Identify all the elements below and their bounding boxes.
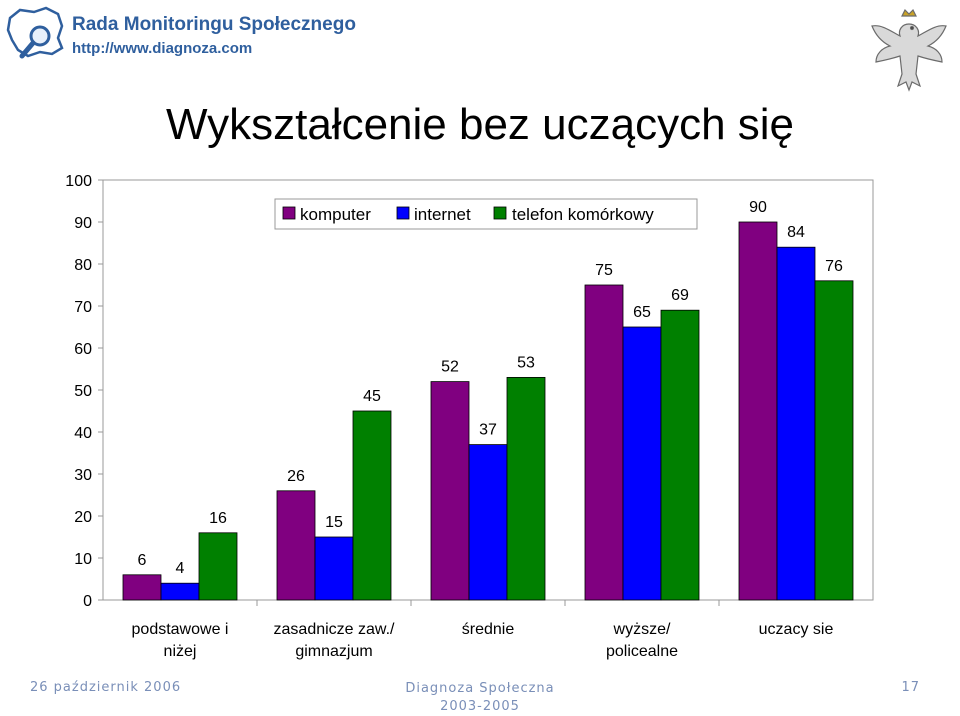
data-label: 16 [209,510,227,527]
bar-komputer-1 [276,490,316,601]
y-tick-label: 90 [74,215,92,232]
y-tick-label: 20 [74,509,92,526]
logo: Rada Monitoringu Społecznego http://www.… [4,4,356,66]
legend [274,198,698,230]
footer-center-line1: Diagnoza Społeczna [405,681,555,696]
poland-map-magnifier-icon [6,6,64,59]
bar-internet-0 [160,582,200,601]
y-tick-label: 40 [74,425,92,442]
data-label: 26 [287,468,305,485]
data-label: 53 [517,354,535,371]
bar-komputer-4 [738,221,778,601]
data-label: 4 [176,560,185,577]
x-category-label: średnie [462,621,515,638]
footer-center: Diagnoza Społeczna 2003-2005 [0,680,960,716]
data-label: 45 [363,388,381,405]
data-label: 37 [479,422,497,439]
bar-telefon-komórkowy-0 [198,532,238,601]
legend-swatch [493,206,507,220]
data-label: 75 [595,262,613,279]
y-tick-label: 10 [74,551,92,568]
legend-label: internet [414,205,471,224]
x-category-label: wyższe/ [613,621,671,638]
footer-center-line2: 2003-2005 [440,699,520,714]
footer-date: 26 październik 2006 [30,680,182,695]
data-label: 65 [633,304,651,321]
data-label: 15 [325,514,343,531]
bar-komputer-0 [122,574,162,601]
y-tick-label: 30 [74,467,92,484]
y-tick-label: 100 [65,173,92,190]
data-label: 76 [825,258,843,275]
bar-komputer-3 [584,284,624,601]
y-tick-label: 0 [83,593,92,610]
eagle-emblem-icon [862,2,956,96]
logo-title: Rada Monitoringu Społecznego [72,14,356,35]
x-category-label: zasadnicze zaw./ [274,621,396,638]
data-label: 52 [441,359,459,376]
legend-label: komputer [300,205,371,224]
bar-chart: 0 10 20 30 40 50 60 70 80 90 100 6 4 16 podstawowe i ni… [65,173,874,660]
page-title: Wykształcenie bez uczących się [165,100,795,149]
y-tick-label: 70 [74,299,92,316]
bar-internet-3 [622,326,662,601]
data-label: 84 [787,224,805,241]
x-category-label: niżej [164,643,197,660]
footer-page-number: 17 [901,680,920,695]
bar-telefon-komórkowy-2 [506,376,546,601]
x-category-label: podstawowe i [132,621,229,638]
bar-internet-2 [468,444,508,601]
x-category-label: policealne [606,643,678,660]
x-category-label: gimnazjum [295,643,372,660]
bar-internet-1 [314,536,354,601]
logo-url[interactable]: http://www.diagnoza.com [72,40,253,57]
bar-internet-4 [776,246,816,601]
y-tick-label: 60 [74,341,92,358]
data-label: 6 [138,552,147,569]
data-label: 90 [749,199,767,216]
bar-telefon-komórkowy-3 [660,309,700,601]
y-tick-label: 50 [74,383,92,400]
bar-telefon-komórkowy-4 [814,280,854,601]
legend-swatch [282,206,296,220]
y-tick-label: 80 [74,257,92,274]
data-label: 69 [671,287,689,304]
legend-label: telefon komórkowy [512,205,654,224]
bar-telefon-komórkowy-1 [352,410,392,601]
x-category-label: uczacy sie [759,621,834,638]
bar-komputer-2 [430,381,470,601]
legend-swatch [396,206,410,220]
